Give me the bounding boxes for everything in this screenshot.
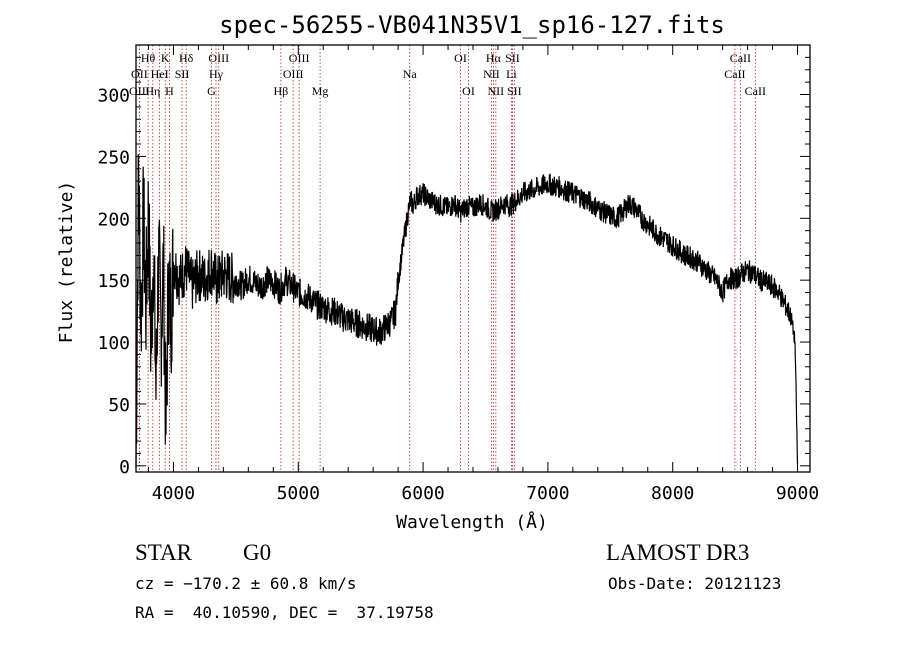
- x-tick-label-4: 8000: [651, 483, 694, 504]
- x-tick-label-3: 7000: [526, 483, 569, 504]
- y-tick-label-1: 50: [108, 395, 130, 416]
- spectrum-line: [135, 154, 799, 468]
- line-marker-label-6: H: [165, 84, 174, 98]
- x-tick-label-1: 5000: [277, 483, 320, 504]
- line-marker-label-3: HeI: [151, 67, 169, 81]
- coordinates: RA = 40.10590, DEC = 37.19758: [135, 603, 434, 622]
- spectral-line-markers: [138, 45, 756, 472]
- observation-date: Obs-Date: 20121123: [608, 574, 782, 593]
- line-marker-label-12: Hβ: [274, 84, 289, 98]
- line-marker-label-25: CaII: [730, 51, 751, 65]
- line-marker-label-15: Mg: [312, 84, 329, 98]
- line-marker-label-27: CaII: [745, 84, 766, 98]
- chart-title: spec-56255-VB041N35V1_sp16-127.fits: [219, 11, 725, 39]
- y-tick-label-3: 150: [97, 271, 130, 292]
- object-subclass: G0: [243, 540, 272, 565]
- y-tick-label-6: 300: [97, 86, 130, 107]
- survey-name: LAMOST DR3: [606, 540, 750, 565]
- minor-ticks: [136, 45, 810, 472]
- y-tick-label-5: 250: [97, 147, 130, 168]
- line-marker-label-16: Na: [403, 67, 418, 81]
- x-tick-label-2: 6000: [401, 483, 444, 504]
- line-marker-label-9: OIII: [208, 51, 229, 65]
- line-marker-label-10: Hγ: [209, 67, 224, 81]
- line-marker-label-1: OII: [131, 67, 148, 81]
- redshift-velocity: cz = −170.2 ± 60.8 km/s: [135, 574, 357, 593]
- y-axis-label: Flux (relative): [56, 181, 77, 344]
- line-marker-label-8: Hδ: [179, 51, 194, 65]
- y-tick-label-2: 100: [97, 333, 130, 354]
- line-marker-label-24: SII: [507, 84, 522, 98]
- line-marker-label-19: Hα: [486, 51, 502, 65]
- line-marker-label-20: NII: [483, 67, 500, 81]
- x-tick-label-0: 4000: [152, 483, 195, 504]
- x-axis-label: Wavelength (Å): [396, 511, 548, 533]
- line-marker-label-4: Hη: [145, 84, 160, 98]
- object-class: STAR: [135, 540, 192, 565]
- line-marker-label-23: Li: [506, 67, 517, 81]
- y-tick-label-0: 0: [119, 457, 130, 478]
- line-marker-label-5: K: [161, 51, 170, 65]
- plot-frame: [135, 44, 811, 473]
- line-marker-label-7: SII: [175, 67, 190, 81]
- y-axis-ticks: 0 50 100 150 200 250 300: [97, 86, 810, 478]
- line-marker-label-0: Hθ: [141, 51, 156, 65]
- line-marker-label-26: CaII: [724, 67, 745, 81]
- line-marker-label-13: OIII: [289, 51, 310, 65]
- line-marker-label-11: G: [207, 84, 216, 98]
- y-tick-label-4: 200: [97, 209, 130, 230]
- line-marker-label-18: OI: [462, 84, 475, 98]
- x-axis-ticks: 4000 5000 6000 7000 8000 9000: [152, 45, 819, 504]
- line-marker-label-21: NII: [488, 84, 505, 98]
- line-marker-label-14: OIII: [283, 67, 304, 81]
- x-tick-label-5: 9000: [776, 483, 819, 504]
- line-marker-label-17: OI: [454, 51, 467, 65]
- line-marker-label-22: SII: [505, 51, 520, 65]
